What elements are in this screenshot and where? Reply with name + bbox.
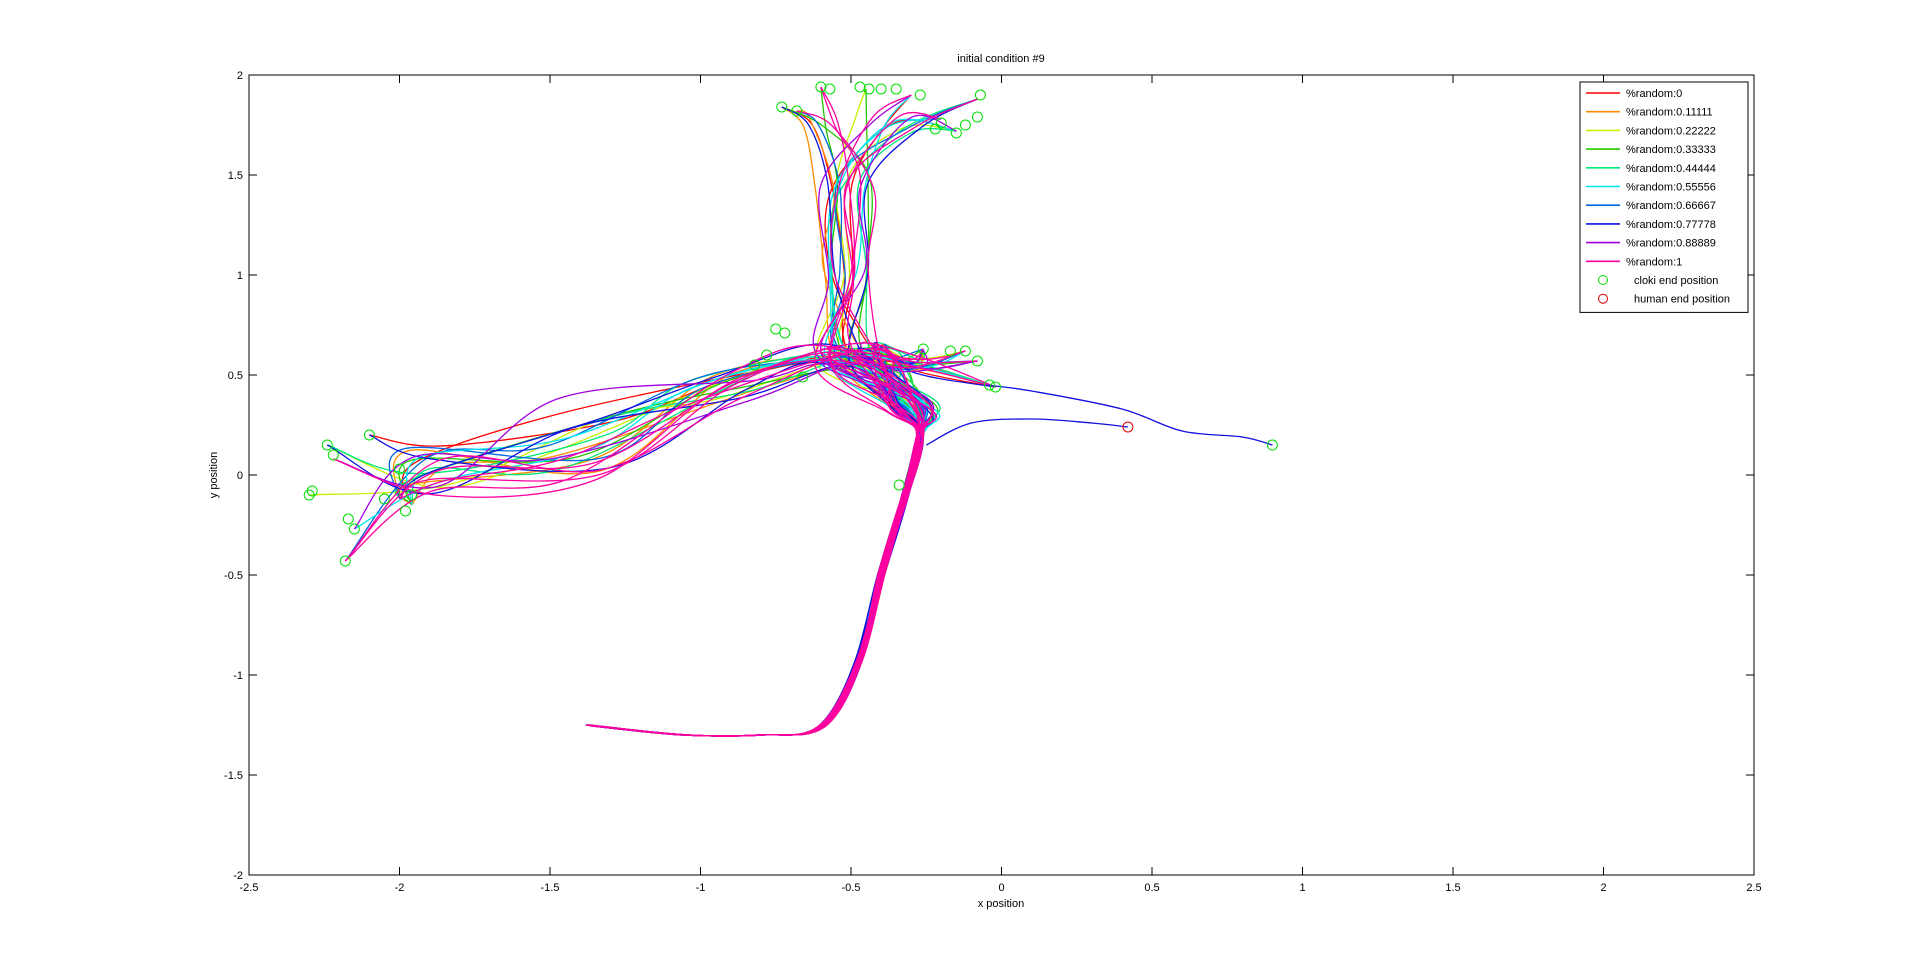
y-axis-label: y position — [208, 452, 220, 498]
end-position-marker — [303, 489, 315, 501]
end-position-marker — [327, 449, 339, 461]
y-tick-label: -2 — [233, 870, 243, 882]
end-position-marker — [1122, 421, 1134, 433]
end-position-marker — [935, 117, 947, 129]
end-position-marker — [394, 463, 405, 475]
x-tick-label: 0.5 — [1144, 882, 1159, 894]
end-position-marker — [971, 111, 983, 123]
legend-label: %random:0 — [1626, 88, 1682, 100]
legend-label: %random:1 — [1626, 256, 1682, 268]
series-line — [926, 418, 1128, 446]
legend-label: %random:0.33333 — [1626, 144, 1716, 156]
end-position-marker — [944, 345, 956, 357]
end-position-marker — [950, 127, 962, 139]
y-tick-label: 2 — [237, 70, 243, 82]
x-tick-label: -0.5 — [842, 882, 861, 894]
end-position-marker — [1266, 439, 1278, 451]
end-position-marker — [893, 479, 905, 491]
y-tick-label: -0.5 — [224, 570, 243, 582]
series-line — [589, 349, 978, 737]
x-tick-label: 1.5 — [1445, 882, 1460, 894]
x-tick-label: -2.5 — [240, 882, 259, 894]
end-position-marker — [959, 119, 971, 131]
x-tick-label: -1.5 — [541, 882, 560, 894]
x-tick-label: -1 — [696, 882, 706, 894]
legend-marker — [1598, 275, 1608, 285]
chart-title: initial condition #9 — [957, 53, 1044, 65]
trajectory-lines — [309, 86, 1273, 737]
end-position-marker — [959, 345, 971, 357]
x-tick-label: 2 — [1600, 882, 1606, 894]
end-position-marker — [875, 83, 887, 95]
x-tick-label: 0 — [998, 882, 1004, 894]
series-line — [986, 384, 1273, 446]
y-tick-label: 0.5 — [228, 370, 243, 382]
end-position-marker — [378, 493, 390, 505]
legend-label: %random:0.88889 — [1626, 238, 1716, 250]
legend-label: %random:0.11111 — [1626, 107, 1713, 119]
y-tick-label: 1 — [237, 270, 243, 282]
end-position-marker — [974, 89, 986, 101]
x-tick-label: 1 — [1299, 882, 1305, 894]
legend-label: human end position — [1634, 294, 1730, 306]
end-position-marker — [306, 485, 318, 497]
legend-label: %random:0.66667 — [1626, 200, 1716, 212]
end-position-marker — [770, 323, 782, 335]
end-position-marker — [400, 505, 412, 517]
end-position-marker — [342, 513, 354, 525]
end-position-marker — [363, 429, 375, 441]
x-axis-ticks: -2.5 -2 -1.5 -1 -0.5 0 0.5 1 1.5 2 2.5 — [240, 75, 1762, 894]
y-tick-label: -1.5 — [224, 770, 243, 782]
legend-label: %random:0.44444 — [1626, 163, 1716, 175]
end-position-marker — [983, 379, 995, 391]
y-tick-label: 1.5 — [228, 170, 243, 182]
end-position-marker — [854, 81, 866, 93]
end-position-marker — [321, 439, 333, 451]
y-tick-label: 0 — [237, 470, 243, 482]
end-position-marker — [761, 349, 773, 361]
end-position-marker — [971, 355, 983, 367]
x-tick-label: 2.5 — [1746, 882, 1761, 894]
legend-label: %random:0.22222 — [1626, 125, 1716, 137]
x-tick-label: -2 — [395, 882, 405, 894]
end-position-marker — [917, 343, 929, 355]
end-position-marker — [776, 101, 788, 113]
x-axis-label: x position — [978, 898, 1024, 910]
legend-label: cloki end position — [1634, 275, 1718, 287]
end-position-marker — [824, 83, 836, 95]
end-position-marker — [914, 89, 926, 101]
end-position-marker — [815, 81, 827, 93]
end-position-marker — [797, 371, 809, 383]
end-position-marker — [929, 123, 941, 135]
end-position-marker — [890, 83, 902, 95]
legend-box — [1579, 81, 1749, 313]
legend-label: %random:0.55556 — [1626, 182, 1716, 194]
end-position-marker — [791, 105, 803, 117]
legend: %random:0 %random:0.11111 %random:0.22222%… — [1579, 81, 1749, 313]
y-tick-label: -1 — [233, 670, 243, 682]
end-position-markers — [303, 81, 1278, 567]
end-position-marker — [339, 555, 351, 567]
end-position-marker — [749, 359, 761, 371]
y-axis-ticks: -2 -1.5 -1 -0.5 0 0.5 1 1.5 2 — [224, 70, 1754, 882]
legend-marker — [1598, 293, 1608, 304]
end-position-marker — [406, 489, 418, 501]
end-position-marker — [989, 381, 1001, 393]
end-position-marker — [779, 327, 791, 339]
end-position-marker — [863, 83, 875, 95]
legend-label: %random:0.77778 — [1626, 219, 1716, 231]
end-position-marker — [348, 523, 360, 535]
